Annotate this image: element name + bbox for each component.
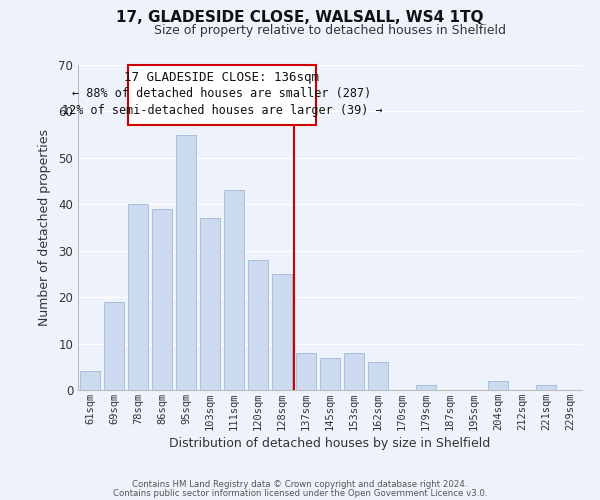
- Text: 12% of semi-detached houses are larger (39) →: 12% of semi-detached houses are larger (…: [62, 104, 382, 118]
- Text: ← 88% of detached houses are smaller (287): ← 88% of detached houses are smaller (28…: [73, 88, 371, 101]
- Bar: [200, 218, 220, 390]
- Text: Contains HM Land Registry data © Crown copyright and database right 2024.: Contains HM Land Registry data © Crown c…: [132, 480, 468, 489]
- Bar: [152, 209, 172, 390]
- Y-axis label: Number of detached properties: Number of detached properties: [38, 129, 52, 326]
- Text: 17 GLADESIDE CLOSE: 136sqm: 17 GLADESIDE CLOSE: 136sqm: [125, 70, 320, 84]
- Bar: [536, 386, 556, 390]
- Text: 17, GLADESIDE CLOSE, WALSALL, WS4 1TQ: 17, GLADESIDE CLOSE, WALSALL, WS4 1TQ: [116, 10, 484, 25]
- Bar: [104, 302, 124, 390]
- Bar: [344, 353, 364, 390]
- Bar: [320, 358, 340, 390]
- Bar: [248, 260, 268, 390]
- Bar: [224, 190, 244, 390]
- Bar: [368, 362, 388, 390]
- Bar: [272, 274, 292, 390]
- Bar: [488, 380, 508, 390]
- X-axis label: Distribution of detached houses by size in Shelfield: Distribution of detached houses by size …: [169, 437, 491, 450]
- Text: Contains public sector information licensed under the Open Government Licence v3: Contains public sector information licen…: [113, 488, 487, 498]
- Bar: [416, 386, 436, 390]
- Bar: [128, 204, 148, 390]
- Bar: [80, 372, 100, 390]
- FancyBboxPatch shape: [128, 65, 316, 126]
- Bar: [296, 353, 316, 390]
- Title: Size of property relative to detached houses in Shelfield: Size of property relative to detached ho…: [154, 24, 506, 38]
- Bar: [176, 134, 196, 390]
